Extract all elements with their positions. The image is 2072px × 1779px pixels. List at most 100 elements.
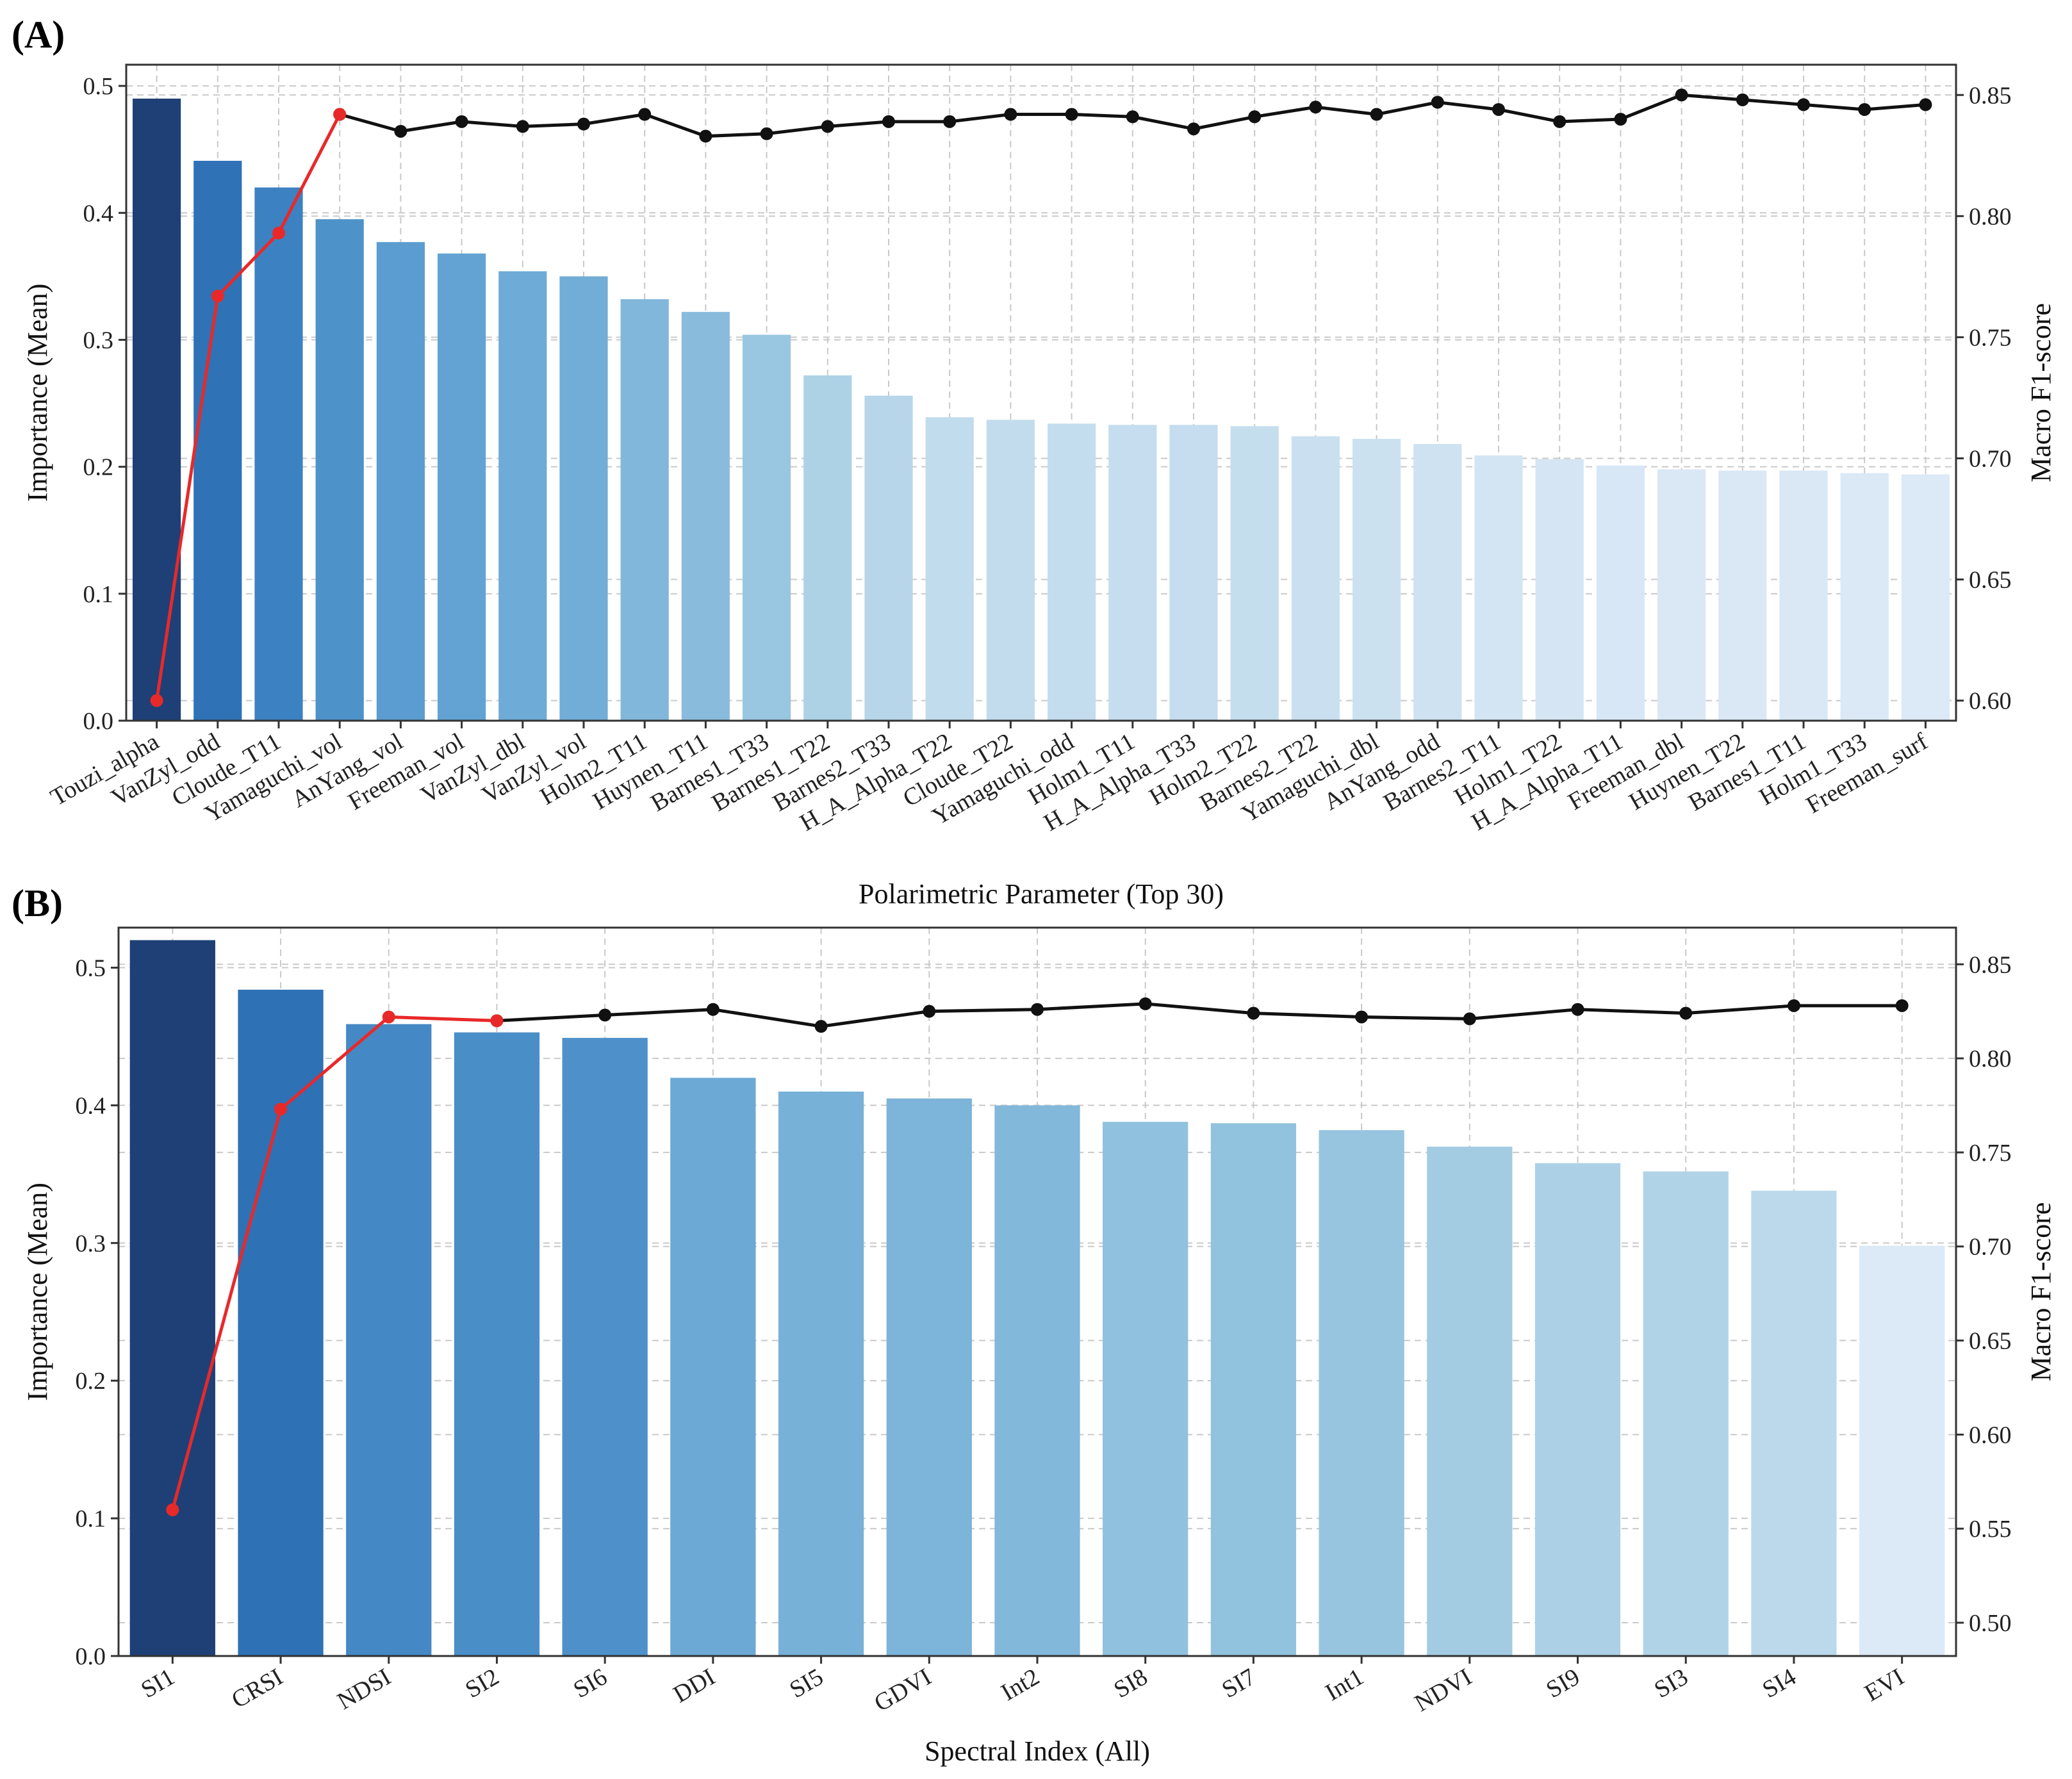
f1-point (1463, 1012, 1476, 1026)
f1-point-selected (272, 226, 285, 240)
f1-point (882, 115, 895, 128)
y-tick-label: 0.3 (76, 1230, 106, 1257)
bar-Barnes2_T11 (1474, 455, 1523, 721)
x-tick-label-SI6: SI6 (569, 1663, 612, 1703)
bar-Holm2_T11 (620, 299, 669, 721)
bars (129, 940, 1945, 1656)
f1-point (1247, 1006, 1260, 1020)
bar-SI7 (1210, 1123, 1297, 1656)
x-axis-label: Spectral Index (All) (925, 1735, 1150, 1767)
bar-NDSI (346, 1024, 432, 1656)
bar-CRSI (238, 989, 324, 1656)
y-tick-label: 0.3 (83, 327, 114, 354)
plot-frame (125, 63, 1957, 722)
y-tick-label: 0.0 (83, 708, 114, 735)
bar-Cloude_T11 (254, 187, 303, 721)
f1-point (1004, 108, 1017, 121)
bar-Holm1_T11 (1108, 425, 1157, 721)
f1-point-selected (166, 1503, 179, 1516)
x-tick-label-SI8: SI8 (1109, 1663, 1152, 1703)
bar-H_A_Alpha_T22 (925, 417, 974, 721)
f1-point (923, 1004, 936, 1018)
panel-b-chart: 0.0 0.1 0.2 0.3 0.4 0.5 0.50 0.55 0.60 0.65 0.70 0.… (12, 882, 2057, 1767)
x-tick-label-Int2: Int2 (996, 1663, 1044, 1706)
y2-tick-label: 0.55 (1969, 1516, 2012, 1543)
f1-lines (166, 997, 1909, 1516)
y2-tick-label: 0.60 (1969, 1422, 2012, 1448)
panel-label: (A) (12, 13, 65, 56)
bar-VanZyl_vol (559, 276, 608, 721)
y2-tick-label: 0.60 (1969, 688, 2012, 715)
bar-Barnes2_T22 (1291, 436, 1340, 721)
f1-point (1614, 113, 1627, 126)
bar-Barnes1_T11 (1779, 470, 1828, 721)
x-tick-label-Int1: Int1 (1321, 1663, 1369, 1706)
bar-Holm1_T33 (1840, 473, 1889, 721)
x-tick-label-SI9: SI9 (1542, 1663, 1584, 1703)
y2-tick-label: 0.65 (1969, 1328, 2012, 1355)
x-tick-label-DDI: DDI (669, 1663, 719, 1708)
x-tick-label-SI3: SI3 (1650, 1663, 1693, 1703)
bar-SI8 (1103, 1122, 1188, 1656)
bar-VanZyl_dbl (498, 271, 547, 721)
y2-tick-label: 0.70 (1969, 445, 2012, 472)
x-tick-label-SI5: SI5 (785, 1663, 828, 1703)
bar-AnYang_vol (376, 242, 425, 721)
x-tick-label-SI2: SI2 (461, 1663, 504, 1703)
bars (132, 98, 1950, 721)
f1-point (1797, 98, 1810, 111)
f1-point (455, 115, 468, 128)
y-tick-label: 0.4 (76, 1092, 106, 1119)
bar-SI9 (1534, 1163, 1621, 1656)
y2-axis-label: Macro F1-score (2025, 303, 2057, 482)
y2-tick-label: 0.85 (1969, 951, 2012, 978)
y-tick-label: 0.4 (83, 200, 114, 227)
f1-point (821, 120, 834, 133)
f1-point (814, 1020, 828, 1033)
f1-point (1736, 93, 1749, 106)
f1-point (1355, 1010, 1369, 1024)
bar-Huynen_T22 (1718, 470, 1767, 721)
f1-line-black (497, 1002, 1902, 1028)
bar-SI4 (1751, 1190, 1837, 1656)
y2-axis-label: Macro F1-score (2025, 1202, 2057, 1382)
f1-point (1187, 122, 1200, 136)
f1-point (1126, 110, 1139, 124)
y2-tick-label: 0.75 (1969, 1140, 2012, 1167)
x-tick-label-CRSI: CRSI (227, 1663, 287, 1714)
y-tick-label: 0.1 (83, 581, 114, 608)
bar-Int2 (994, 1105, 1080, 1656)
y2-tick-label: 0.50 (1969, 1610, 2012, 1637)
bar-H_A_Alpha_T33 (1169, 425, 1218, 721)
x-tick-label-GDVI: GDVI (870, 1663, 936, 1717)
bar-SI3 (1643, 1171, 1729, 1656)
f1-point (943, 115, 957, 128)
f1-point (1553, 115, 1566, 128)
bar-Barnes1_T33 (742, 334, 791, 721)
y-tick-label: 0.1 (76, 1505, 106, 1532)
bar-Barnes2_T33 (864, 395, 913, 721)
y-tick-label: 0.5 (83, 73, 114, 100)
y-tick-label: 0.0 (76, 1643, 106, 1670)
f1-point (1431, 95, 1444, 109)
bar-SI1 (129, 940, 215, 1656)
y-tick-label: 0.2 (76, 1368, 106, 1395)
f1-point (1309, 101, 1322, 114)
bar-EVI (1859, 1245, 1945, 1656)
bar-Freeman_vol (437, 253, 486, 721)
f1-point (1248, 110, 1262, 124)
bar-Yamaguchi_odd (1047, 423, 1096, 721)
bar-Yamaguchi_dbl (1352, 439, 1401, 721)
y2-tick-label: 0.80 (1969, 203, 2012, 230)
bar-Huynen_T11 (681, 311, 730, 721)
f1-point (1065, 108, 1078, 121)
bar-GDVI (886, 1098, 972, 1656)
y-tick-label: 0.5 (76, 955, 106, 982)
f1-point (706, 1003, 719, 1016)
f1-point-selected (382, 1010, 395, 1024)
x-tick-label-SI1: SI1 (136, 1663, 179, 1703)
bar-Yamaguchi_vol (315, 219, 364, 721)
f1-point (760, 127, 773, 140)
bar-Freeman_dbl (1657, 469, 1706, 721)
